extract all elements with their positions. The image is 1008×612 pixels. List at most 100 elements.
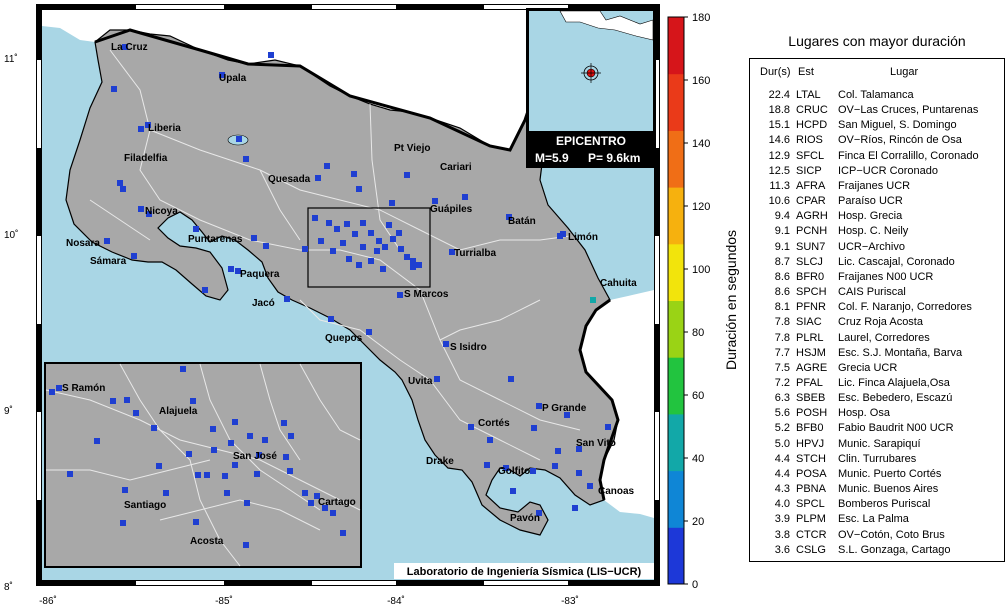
lat-label: 10˚ — [4, 229, 18, 241]
cell-lugar: Lic. Finca Alajuela,Osa — [838, 376, 950, 389]
table-row: 7.2 PFAL Lic. Finca Alajuela,Osa — [750, 376, 1004, 391]
city-label: Quepos — [325, 333, 363, 344]
city-labels: La Cruz Upala Liberia Filadelfia Nicoya … — [66, 42, 637, 524]
table-row: 14.6 RIOS OV−Ríos, Rincón de Osa — [750, 133, 1004, 148]
city-label: Cortés — [478, 418, 510, 429]
lat-label: 8˚ — [4, 581, 13, 593]
cell-lugar: Col. F. Naranjo, Corredores — [838, 301, 972, 314]
epicenter-title: EPICENTRO — [556, 134, 626, 148]
cell-est: PLRL — [796, 331, 824, 344]
city-label: Puntarenas — [188, 234, 243, 245]
table-row: 4.4 STCH Clin. Turrubares — [750, 452, 1004, 467]
header-lugar: Lugar — [890, 66, 919, 78]
scale-tick-label: 120 — [692, 201, 710, 213]
lon-label: -85˚ — [215, 595, 233, 607]
scale-title: Duración en segundos — [723, 230, 739, 370]
cell-est: SUN7 — [796, 240, 826, 253]
city-label: Cahuita — [600, 278, 637, 289]
cell-dur: 7.8 — [774, 331, 790, 344]
cell-dur: 7.5 — [774, 361, 790, 374]
scale-frame — [667, 16, 685, 585]
stations-inset — [49, 366, 346, 548]
cell-est: SLCJ — [796, 255, 823, 268]
neighbor-panama — [580, 290, 654, 518]
cell-lugar: Esc. Bebedero, Escazú — [838, 392, 953, 405]
cell-est: CRUC — [796, 104, 828, 117]
table-row: 3.9 PLPM Esc. La Palma — [750, 512, 1004, 527]
cell-dur: 8.7 — [774, 255, 790, 268]
cell-lugar: UCR−Archivo — [838, 240, 905, 253]
city-label: Limón — [568, 232, 598, 243]
cell-lugar: Esc. La Palma — [838, 513, 909, 526]
station-cahuita — [590, 297, 596, 303]
table-row: 18.8 CRUC OV−Las Cruces, Puntarenas — [750, 103, 1004, 118]
city-label: Paquera — [240, 269, 280, 280]
scale-tick-label: 160 — [692, 75, 710, 87]
cell-est: HCPD — [796, 119, 828, 132]
cell-est: RIOS — [796, 134, 823, 147]
table-row: 3.8 CTCR OV−Cotón, Coto Brus — [750, 528, 1004, 543]
table-row: 9.1 PCNH Hosp. C. Neily — [750, 224, 1004, 239]
city-label: Jacó — [252, 298, 275, 309]
cell-est: CPAR — [796, 195, 826, 208]
city-label: Upala — [219, 73, 247, 84]
cell-est: PFAL — [796, 376, 823, 389]
cell-dur: 3.8 — [774, 528, 790, 541]
cell-lugar: Hosp. C. Neily — [838, 225, 909, 238]
scale-band — [668, 470, 684, 528]
cell-est: HSJM — [796, 346, 826, 359]
cell-lugar: OV−Cotón, Coto Brus — [838, 528, 945, 541]
table-row: 8.6 BFR0 Fraijanes N00 UCR — [750, 270, 1004, 285]
scale-band — [668, 357, 684, 415]
cell-dur: 14.6 — [768, 134, 790, 147]
scale-tick-label: 100 — [692, 264, 710, 276]
table-row: 3.6 CSLG S.L. Gonzaga, Cartago — [750, 543, 1004, 558]
cell-est: BFR0 — [796, 270, 825, 283]
cell-dur: 8.6 — [774, 286, 790, 299]
scale-band — [668, 187, 684, 245]
table-row: 5.0 HPVJ Munic. Sarapiquí — [750, 437, 1004, 452]
table-row: 5.6 POSH Hosp. Osa — [750, 406, 1004, 421]
cell-dur: 11.3 — [769, 179, 790, 192]
header-dur: Dur(s) — [760, 66, 791, 78]
table-row: 22.4 LTAL Col. Talamanca — [750, 88, 1004, 103]
cell-lugar: Fraijanes N00 UCR — [838, 270, 934, 283]
cell-est: SPCH — [796, 286, 827, 299]
cell-dur: 9.1 — [774, 225, 790, 238]
city-label: Guápiles — [430, 204, 473, 215]
cell-est: CSLG — [796, 543, 826, 556]
city-label: Pavón — [510, 513, 540, 524]
lon-label: -86˚ — [39, 595, 57, 607]
scale-band — [668, 413, 684, 472]
table-row: 8.1 PFNR Col. F. Naranjo, Corredores — [750, 300, 1004, 315]
cell-lugar: Paraíso UCR — [838, 195, 903, 208]
table-row: 12.5 SICP ICP−UCR Coronado — [750, 164, 1004, 179]
cell-dur: 15.1 — [768, 119, 790, 132]
cell-est: AFRA — [796, 179, 826, 192]
city-label: Canoas — [598, 486, 635, 497]
scale-bands — [668, 17, 684, 585]
cell-lugar: Hosp. Osa — [838, 407, 890, 420]
cell-est: BFB0 — [796, 422, 824, 435]
cell-lugar: Clin. Turrubares — [838, 452, 917, 465]
inset-city-label: S Ramón — [62, 383, 105, 394]
cell-est: SICP — [796, 164, 822, 177]
table-row: 7.8 SIAC Cruz Roja Acosta — [750, 315, 1004, 330]
table-row: 7.8 PLRL Laurel, Corredores — [750, 331, 1004, 346]
scale-tick-label: 20 — [692, 516, 704, 528]
inset-city-label: Santiago — [124, 500, 166, 511]
neighbor-nicaragua — [42, 10, 654, 150]
cell-lugar: Lic. Cascajal, Coronado — [838, 255, 955, 268]
cell-lugar: Laurel, Corredores — [838, 331, 930, 344]
cell-est: POSH — [796, 407, 828, 420]
stations-main — [104, 44, 611, 516]
roads — [89, 49, 581, 461]
table-row: 8.7 SLCJ Lic. Cascajal, Coronado — [750, 255, 1004, 270]
scale-band — [668, 527, 684, 585]
cell-lugar: Col. Talamanca — [838, 89, 914, 101]
frame-ticks — [37, 5, 659, 585]
cell-dur: 22.4 — [768, 89, 790, 101]
table-row: 7.5 AGRE Grecia UCR — [750, 361, 1004, 376]
city-label: La Cruz — [111, 42, 148, 53]
duration-table: Dur(s) Est Lugar 22.4 LTAL Col. Talamanca 1… — [749, 58, 1005, 562]
